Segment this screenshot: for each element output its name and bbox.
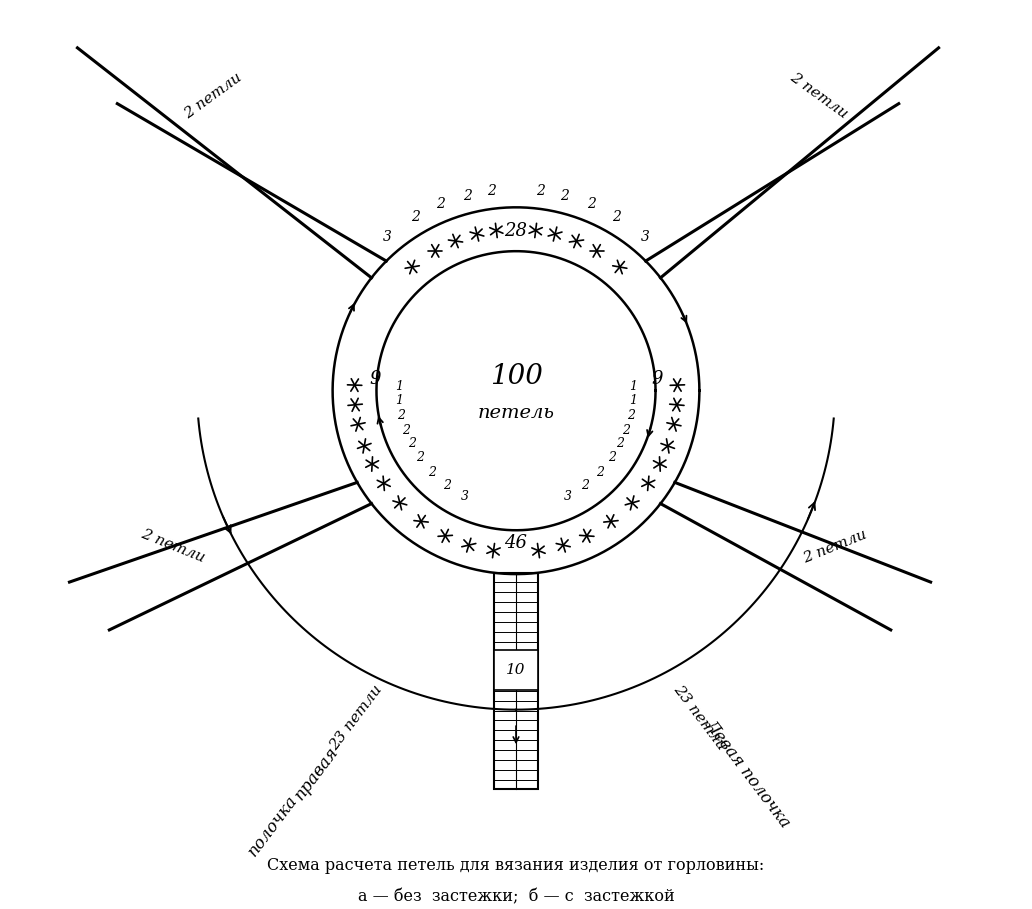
- Text: 1: 1: [628, 395, 637, 407]
- Text: 23 петли: 23 петли: [327, 683, 385, 753]
- Text: 3: 3: [383, 230, 391, 244]
- Text: 2: 2: [608, 452, 616, 464]
- Text: 9: 9: [651, 370, 663, 388]
- Text: 2: 2: [616, 437, 624, 451]
- Text: полочка: полочка: [245, 792, 301, 859]
- Text: 10: 10: [507, 663, 525, 677]
- Text: 1: 1: [395, 395, 404, 407]
- Text: 2: 2: [408, 437, 416, 451]
- Text: 3: 3: [641, 230, 649, 244]
- Text: 3: 3: [460, 490, 469, 503]
- Text: 2: 2: [596, 465, 605, 479]
- Text: 2 петли: 2 петли: [787, 70, 850, 121]
- Text: 28: 28: [505, 223, 527, 241]
- Text: 2: 2: [622, 425, 631, 437]
- Text: 2: 2: [443, 479, 451, 492]
- Text: 1: 1: [395, 380, 402, 393]
- Text: 9: 9: [369, 370, 381, 388]
- Text: 2: 2: [463, 189, 472, 203]
- Text: 2: 2: [437, 197, 445, 212]
- Text: 2: 2: [401, 425, 410, 437]
- Text: 1: 1: [630, 380, 637, 393]
- Text: 2 петли: 2 петли: [801, 527, 869, 565]
- Text: 2: 2: [560, 189, 569, 203]
- Text: 100: 100: [489, 363, 543, 390]
- Text: 2 петли: 2 петли: [182, 70, 245, 121]
- Bar: [493, 650, 539, 690]
- Text: Левая полочка: Левая полочка: [701, 716, 794, 831]
- Text: 2: 2: [612, 210, 621, 224]
- Text: правая: правая: [291, 744, 342, 804]
- Text: 2: 2: [411, 210, 420, 224]
- Text: 2: 2: [536, 185, 545, 198]
- Text: 2: 2: [587, 197, 595, 212]
- Text: 2: 2: [416, 452, 424, 464]
- Text: петель: петель: [478, 404, 554, 422]
- Bar: [493, 573, 539, 789]
- Text: 2: 2: [427, 465, 436, 479]
- Text: 2 петли: 2 петли: [139, 527, 207, 565]
- Text: 2: 2: [626, 408, 635, 422]
- Text: 2: 2: [487, 185, 496, 198]
- Text: Схема расчета петель для вязания изделия от горловины:: Схема расчета петель для вязания изделия…: [267, 856, 765, 874]
- Text: 2: 2: [397, 408, 406, 422]
- Text: 3: 3: [563, 490, 572, 503]
- Text: 23 петли: 23 петли: [671, 683, 729, 753]
- Text: 46: 46: [505, 534, 527, 553]
- Text: а — без  застежки;  б — с  застежкой: а — без застежки; б — с застежкой: [358, 888, 674, 905]
- Text: 2: 2: [581, 479, 589, 492]
